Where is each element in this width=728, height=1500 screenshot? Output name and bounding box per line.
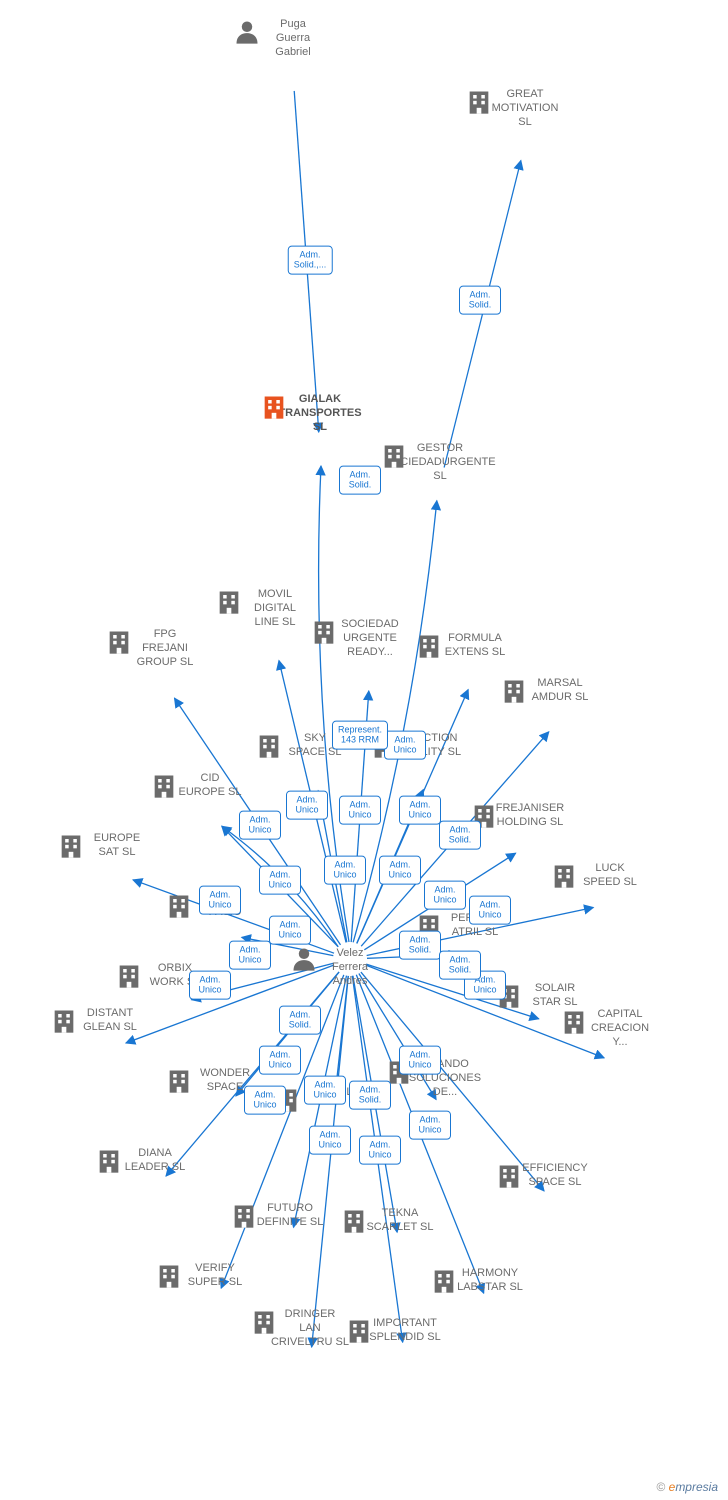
node-effic[interactable]: EFFICIENCY SPACE SL (495, 1162, 615, 1192)
edge-label: Adm. Solid. (279, 1006, 321, 1035)
edge-label: Adm. Unico (309, 1126, 351, 1155)
edge-label: Adm. Unico (189, 971, 231, 1000)
node-diana[interactable]: DIANA LEADER SL (95, 1147, 215, 1177)
edge-label: Adm. Unico (339, 796, 381, 825)
edge-label: Adm. Unico (359, 1136, 401, 1165)
edge-label: Adm. Solid. (399, 931, 441, 960)
node-luck[interactable]: LUCK SPEED SL (550, 862, 670, 892)
node-important[interactable]: IMPORTANT SPLENDID SL (345, 1317, 465, 1347)
node-harmony[interactable]: HARMONY LABSTAR SL (430, 1267, 550, 1297)
edge-label: Adm. Unico (399, 796, 441, 825)
node-futuro[interactable]: FUTURO DEFINITE SL (230, 1202, 350, 1232)
node-socurg[interactable]: SOCIEDAD URGENTE READY... (310, 618, 430, 661)
edge-label: Adm. Solid. (439, 821, 481, 850)
node-capital[interactable]: CAPITAL CREACION Y... (560, 1008, 680, 1051)
node-velez[interactable]: Velez Ferrera Andres (290, 945, 410, 988)
edge-label: Adm. Solid. (339, 466, 381, 495)
edge-label: Adm. Unico (399, 1046, 441, 1075)
edge-label: Adm. Solid. (439, 951, 481, 980)
edge-label: Adm. Unico (379, 856, 421, 885)
edge-label: Adm. Unico (424, 881, 466, 910)
edge-label: Adm. Unico (229, 941, 271, 970)
node-greatmot[interactable]: GREAT MOTIVATION SL (465, 88, 585, 131)
node-distant[interactable]: DISTANT GLEAN SL (50, 1007, 170, 1037)
edge-label: Adm. Unico (324, 856, 366, 885)
node-tekna[interactable]: TEKNA SCARLET SL (340, 1207, 460, 1237)
edge-label: Adm. Solid. (459, 286, 501, 315)
node-cid[interactable]: CID EUROPE SL (150, 772, 270, 802)
node-frejan[interactable]: FREJANISER HOLDING SL (470, 802, 590, 832)
footer-copyright: © empresia (656, 1480, 718, 1494)
edge-label: Adm. Unico (244, 1086, 286, 1115)
node-fpg[interactable]: FPG FREJANI GROUP SL (105, 628, 225, 671)
edge-label: Adm. Solid. (349, 1081, 391, 1110)
edge-label: Adm. Unico (469, 896, 511, 925)
edge-label: Adm. Unico (269, 916, 311, 945)
edge-label: Adm. Unico (199, 886, 241, 915)
node-europesat[interactable]: EUROPE SAT SL (57, 832, 177, 862)
edge-label: Represent. 143 RRM (332, 721, 388, 750)
edge-label: Adm. Unico (384, 731, 426, 760)
edge-label: Adm. Unico (286, 791, 328, 820)
node-gialak[interactable]: GIALAK TRANSPORTES SL (260, 393, 380, 436)
node-marsal[interactable]: MARSAL AMDUR SL (500, 677, 620, 707)
edge-label: Adm. Unico (409, 1111, 451, 1140)
edge-label: Adm. Unico (259, 866, 301, 895)
node-puga[interactable]: Puga Guerra Gabriel (233, 18, 353, 61)
edge-label: Adm. Solid.,... (288, 246, 333, 275)
edge-label: Adm. Unico (239, 811, 281, 840)
node-formula[interactable]: FORMULA EXTENS SL (415, 632, 535, 662)
edge-label: Adm. Unico (259, 1046, 301, 1075)
node-gestor[interactable]: GESTOR SOCIEDADURGENTE SL (380, 442, 500, 485)
edge-label: Adm. Unico (304, 1076, 346, 1105)
node-verify[interactable]: VERIFY SUPER SL (155, 1262, 275, 1292)
